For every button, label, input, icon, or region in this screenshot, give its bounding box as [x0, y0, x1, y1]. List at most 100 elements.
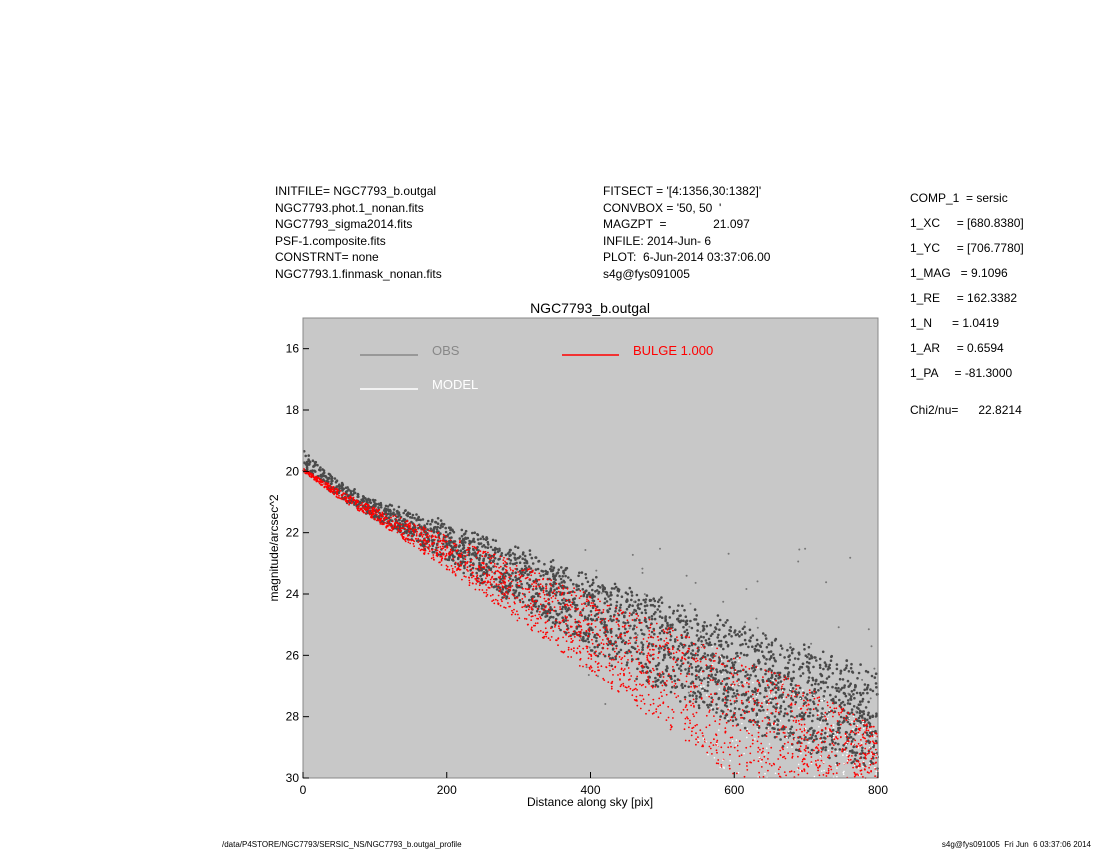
model-point	[701, 745, 703, 748]
model-point	[647, 681, 650, 683]
model-point	[875, 742, 878, 745]
model-point	[687, 717, 689, 720]
model-white-point	[820, 740, 822, 742]
model-point	[561, 620, 564, 622]
model-point	[672, 629, 674, 632]
model-point	[708, 675, 710, 677]
obs-point	[494, 546, 497, 550]
model-point	[762, 776, 765, 778]
obs-point	[736, 633, 739, 636]
obs-point	[432, 550, 436, 554]
obs-point	[677, 645, 681, 648]
model-point	[764, 717, 766, 719]
obs-point	[731, 688, 735, 692]
obs-point	[379, 501, 383, 505]
model-point	[773, 731, 775, 733]
obs-point	[850, 662, 853, 666]
obs-point	[591, 588, 594, 592]
obs-point	[459, 549, 463, 552]
obs-point	[333, 477, 337, 480]
obs-point	[718, 628, 721, 631]
obs-point	[537, 583, 540, 586]
model-point	[391, 529, 393, 532]
obs-point	[871, 714, 874, 718]
model-point	[607, 639, 610, 641]
model-point	[604, 617, 607, 620]
model-point	[738, 763, 741, 766]
obs-point	[695, 694, 698, 698]
obs-point	[828, 666, 831, 670]
obs-point	[410, 516, 414, 519]
model-point	[683, 728, 686, 731]
model-point	[705, 726, 708, 729]
obs-point	[563, 580, 566, 584]
model-point	[807, 703, 810, 706]
model-point	[542, 608, 545, 611]
obs-point	[749, 695, 753, 698]
model-point	[875, 757, 878, 759]
model-point	[545, 600, 548, 602]
model-point	[630, 675, 633, 677]
obs-point	[719, 671, 723, 674]
obs-point	[500, 552, 504, 555]
model-point	[640, 684, 643, 687]
obs-point	[812, 665, 815, 669]
model-point	[594, 670, 596, 673]
model-point	[423, 553, 426, 555]
model-point	[815, 746, 818, 748]
model-point	[712, 679, 714, 682]
obs-point	[534, 578, 538, 581]
obs-point	[509, 584, 512, 588]
obs-point	[871, 756, 875, 760]
model-point	[541, 585, 544, 588]
model-point	[571, 641, 573, 643]
obs-point	[823, 689, 826, 693]
model-point	[537, 617, 540, 620]
model-point	[427, 552, 430, 555]
model-point	[847, 737, 850, 740]
obs-point	[718, 658, 722, 661]
obs-point	[603, 586, 606, 590]
model-point	[640, 651, 643, 653]
model-point	[725, 689, 728, 692]
model-point	[658, 672, 661, 675]
obs-point	[658, 598, 661, 601]
model-point	[378, 509, 381, 511]
model-point	[405, 525, 408, 528]
model-point	[557, 590, 560, 593]
model-point	[651, 712, 654, 715]
obs-point	[660, 625, 664, 628]
model-point	[807, 751, 810, 753]
obs-point	[798, 548, 801, 551]
model-point	[547, 608, 550, 611]
obs-point	[779, 653, 782, 656]
model-point	[442, 533, 445, 536]
model-point	[505, 569, 508, 572]
model-point	[873, 742, 876, 745]
model-point	[430, 537, 433, 539]
model-point	[398, 523, 401, 526]
model-point	[587, 657, 590, 660]
obs-point	[731, 719, 735, 723]
obs-point	[437, 533, 441, 537]
model-point	[339, 490, 342, 492]
obs-point	[574, 609, 577, 613]
model-point	[857, 765, 860, 767]
model-point	[607, 681, 610, 683]
model-point	[566, 629, 569, 631]
model-point	[624, 686, 627, 688]
obs-point	[772, 705, 775, 708]
model-point	[373, 518, 376, 521]
model-point	[577, 624, 580, 626]
obs-point	[595, 589, 599, 592]
model-point	[619, 672, 622, 675]
obs-point	[690, 626, 694, 630]
model-point	[824, 715, 826, 718]
model-point	[821, 729, 823, 732]
model-point	[803, 738, 806, 740]
model-point	[519, 601, 522, 604]
obs-point	[504, 553, 508, 557]
model-point	[425, 536, 428, 539]
obs-point	[386, 508, 390, 511]
model-point	[579, 630, 582, 633]
